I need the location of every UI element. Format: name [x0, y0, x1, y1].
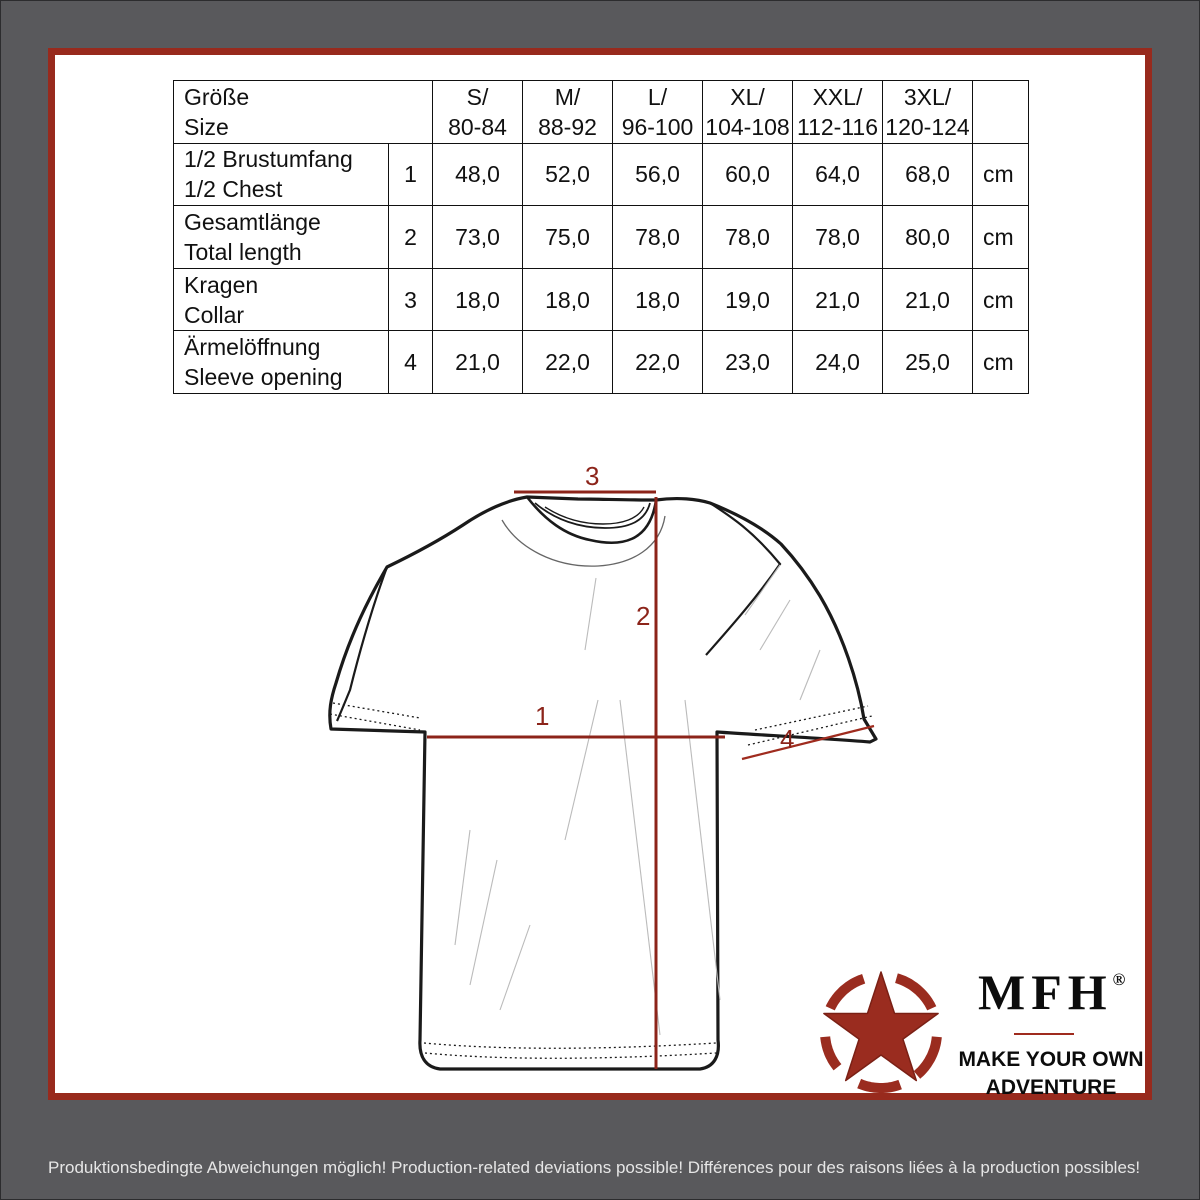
svg-text:4: 4: [780, 724, 794, 754]
svg-text:3: 3: [585, 461, 599, 491]
svg-text:2: 2: [636, 601, 650, 631]
svg-text:1: 1: [535, 701, 549, 731]
